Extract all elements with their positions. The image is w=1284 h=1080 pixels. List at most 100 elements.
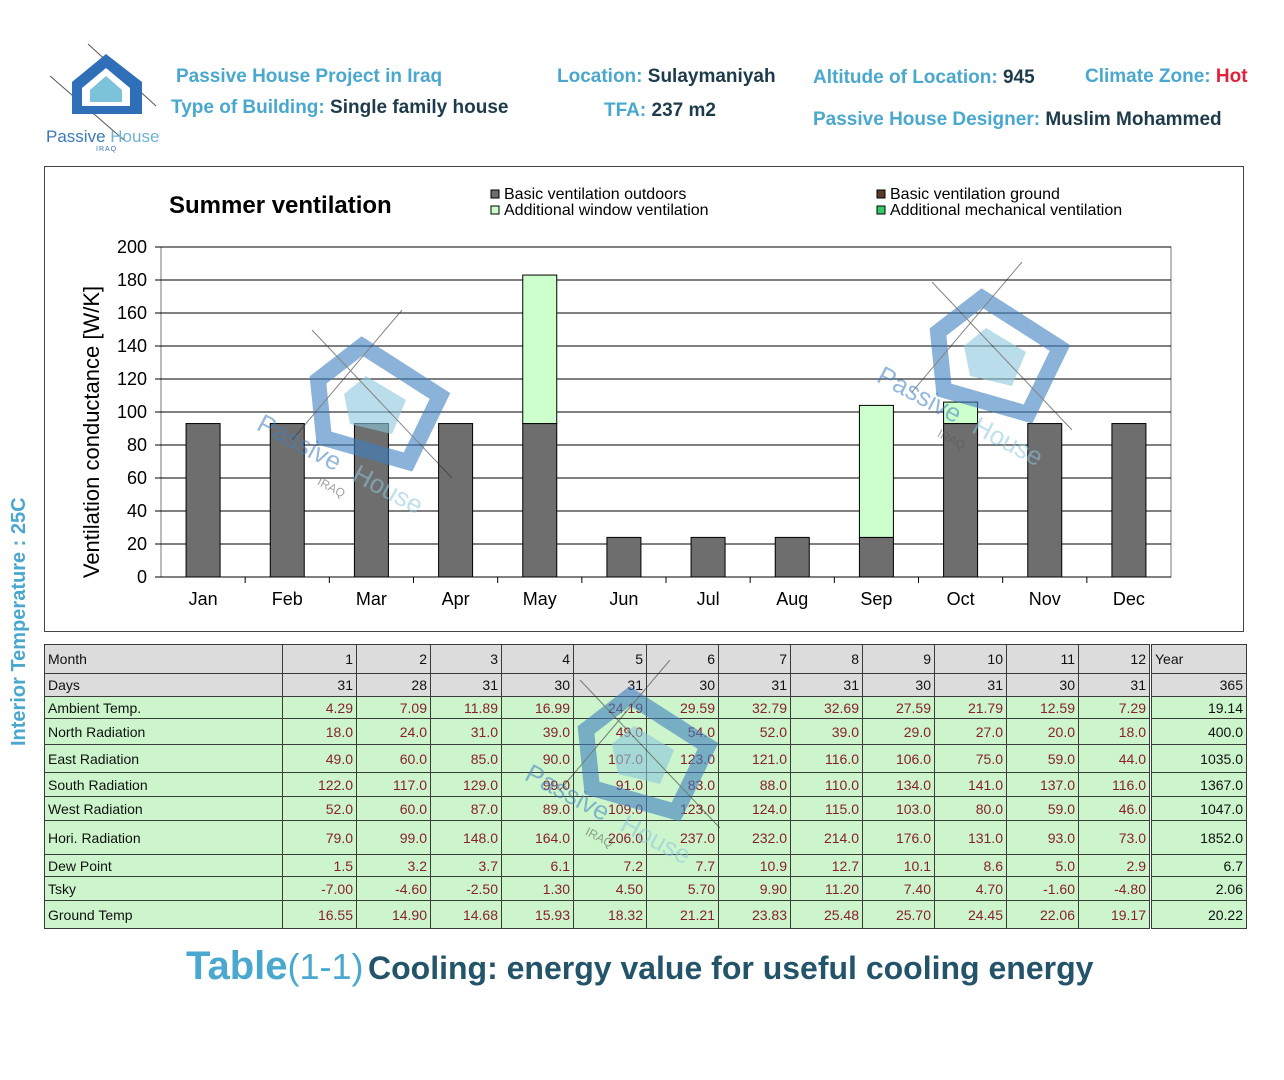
x-tick-label: Nov	[1029, 589, 1061, 609]
logo-subtitle: IRAQ	[96, 146, 118, 153]
table-cell: 31.0	[430, 718, 502, 745]
table-cell: 4.50	[573, 876, 647, 901]
table-cell: 59.0	[1006, 744, 1079, 773]
year-cell: 20.22	[1149, 900, 1247, 929]
row-label: East Radiation	[44, 744, 283, 773]
table-cell: 54.0	[646, 718, 719, 745]
table-cell: 3.7	[430, 854, 502, 877]
table-cell: 10.1	[862, 854, 935, 877]
table-cell: 3.2	[356, 854, 431, 877]
bar	[1027, 423, 1063, 578]
table-cell: 115.0	[790, 796, 863, 821]
table-cell: -1.60	[1006, 876, 1079, 901]
table-cell: 7.29	[1078, 696, 1151, 719]
bar	[353, 423, 389, 578]
year-cell: 400.0	[1149, 718, 1247, 745]
table-cell: 18.0	[1078, 718, 1151, 745]
table-cell: 21.21	[646, 900, 719, 929]
table-cell: 110.0	[790, 772, 863, 797]
table-cell: 1.5	[282, 854, 357, 877]
table-row: East Radiation 49.0 60.0 85.0 90.0 107.0 123.0…	[44, 744, 1247, 773]
table-cell: 31	[718, 673, 791, 697]
caption-description: Cooling: energy value for useful cooling…	[367, 950, 1094, 986]
table-cell: 80.0	[934, 796, 1007, 821]
x-tick-label: Jul	[697, 589, 720, 609]
table-cell: 31	[790, 673, 863, 697]
table-cell: 46.0	[1078, 796, 1151, 821]
row-label: Tsky	[44, 876, 283, 901]
y-tick-label: 20	[127, 534, 147, 554]
interior-temperature-label: Interior Temperature : 25C	[8, 497, 30, 746]
table-cell: 122.0	[282, 772, 357, 797]
table-cell: 123.0	[646, 796, 719, 821]
table-row: Dew Point 1.5 3.2 3.7 6.1 7.2 7.7 10.9 12.7 10.1 8…	[44, 854, 1247, 877]
table-cell: 91.0	[573, 772, 647, 797]
table-cell: 2.9	[1078, 854, 1151, 877]
table-cell: 49.0	[573, 718, 647, 745]
table-cell: 11	[1006, 644, 1079, 674]
table-row: Month 1 2 3 4 5 6 7 8 9 10 11 12 Year	[44, 644, 1247, 674]
table-cell: 6	[646, 644, 719, 674]
table-cell: 88.0	[718, 772, 791, 797]
table-cell: 24.45	[934, 900, 1007, 929]
caption-table-word: Table	[186, 944, 288, 988]
table-cell: 21.79	[934, 696, 1007, 719]
table-cell: 7.7	[646, 854, 719, 877]
bar	[858, 404, 894, 538]
bar	[522, 423, 558, 578]
table-cell: 11.89	[430, 696, 502, 719]
year-cell: 6.7	[1149, 854, 1247, 877]
table-cell: 22.06	[1006, 900, 1079, 929]
row-label: South Radiation	[44, 772, 283, 797]
row-label: Hori. Radiation	[44, 820, 283, 855]
table-cell: 85.0	[430, 744, 502, 773]
table-cell: 29.0	[862, 718, 935, 745]
table-cell: 141.0	[934, 772, 1007, 797]
table-cell: 121.0	[718, 744, 791, 773]
bar	[269, 423, 305, 578]
table-cell: 7.09	[356, 696, 431, 719]
table-cell: 28	[356, 673, 431, 697]
tfa: TFA: 237 m2	[604, 100, 716, 121]
climate-zone: Climate Zone: Hot	[1085, 66, 1248, 87]
row-label: Ambient Temp.	[44, 696, 283, 719]
table-cell: 176.0	[862, 820, 935, 855]
row-label: Month	[44, 644, 283, 674]
table-cell: 106.0	[862, 744, 935, 773]
table-cell: 164.0	[501, 820, 574, 855]
table-cell: 25.48	[790, 900, 863, 929]
table-cell: 103.0	[862, 796, 935, 821]
table-cell: 8	[790, 644, 863, 674]
table-cell: 39.0	[790, 718, 863, 745]
y-tick-label: 100	[117, 402, 147, 422]
table-cell: 87.0	[430, 796, 502, 821]
row-label: Days	[44, 673, 283, 697]
summer-ventilation-chart: 0 20 40 60 80 100 120 140 160 180 200 Jan Feb Mar Apr M…	[79, 186, 1172, 609]
x-tick-label: Aug	[776, 589, 808, 609]
x-tick-label: Dec	[1113, 589, 1145, 609]
table-cell: 27.0	[934, 718, 1007, 745]
table-cell: 93.0	[1006, 820, 1079, 855]
climate-data-table: Month 1 2 3 4 5 6 7 8 9 10 11 12 Year Days 31 28 31 30 31 30…	[44, 644, 1247, 929]
x-tick-label: May	[523, 589, 557, 609]
table-cell: 16.55	[282, 900, 357, 929]
table-cell: 18.32	[573, 900, 647, 929]
table-cell: 14.90	[356, 900, 431, 929]
legend-label: Basic ventilation outdoors	[504, 186, 686, 203]
table-row: Days 31 28 31 30 31 30 31 31 30 31 30 31 365	[44, 673, 1247, 697]
y-tick-label: 180	[117, 270, 147, 290]
table-cell: 25.70	[862, 900, 935, 929]
year-cell: 1047.0	[1149, 796, 1247, 821]
table-cell: 12.59	[1006, 696, 1079, 719]
table-cell: 31	[934, 673, 1007, 697]
table-row: South Radiation 122.0 117.0 129.0 99.0 91.0 83…	[44, 772, 1247, 797]
table-cell: 79.0	[282, 820, 357, 855]
table-row: Tsky -7.00 -4.60 -2.50 1.30 4.50 5.70 9.90 11.20…	[44, 876, 1247, 901]
table-cell: 14.68	[430, 900, 502, 929]
table-cell: 4.29	[282, 696, 357, 719]
legend-label: Additional mechanical ventilation	[890, 202, 1122, 219]
table-cell: -4.80	[1078, 876, 1151, 901]
table-cell: 117.0	[356, 772, 431, 797]
bar	[858, 536, 894, 578]
table-cell: -7.00	[282, 876, 357, 901]
